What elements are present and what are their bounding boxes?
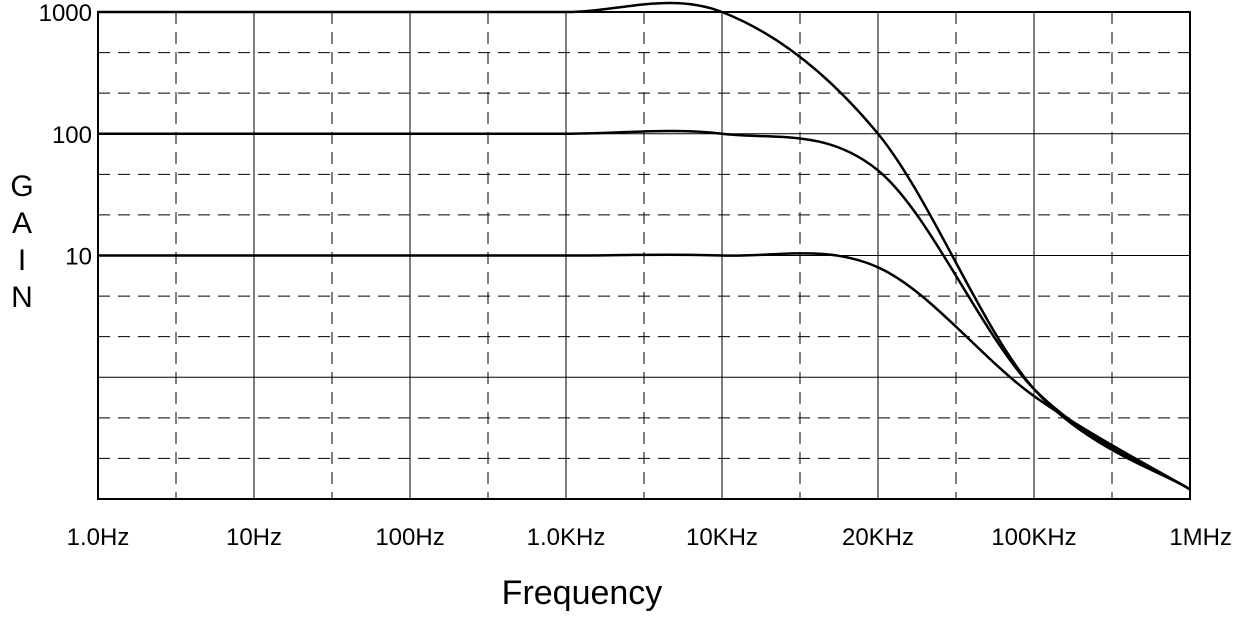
- x-tick-label: 1.0Hz: [67, 524, 130, 551]
- x-axis-label: Frequency: [502, 574, 663, 612]
- series-line-2: [98, 129, 1191, 491]
- plot-frame: [97, 11, 1191, 500]
- y-tick-label: 1000: [39, 0, 92, 27]
- x-tick-label: 1.0KHz: [527, 524, 606, 551]
- y-axis-label-letter: G: [10, 170, 33, 203]
- y-tick-label: 100: [52, 122, 92, 149]
- y-axis-label-letter: N: [11, 281, 33, 314]
- series-line-3: [98, 252, 1191, 491]
- y-axis-label-letter: I: [18, 244, 26, 277]
- x-tick-labels: 1.0Hz 10Hz 100Hz 1.0KHz 10KHz 20KHz 100KHz 1MHz: [67, 524, 1232, 551]
- x-tick-label: 100Hz: [375, 524, 444, 551]
- x-tick-label: 20KHz: [842, 524, 914, 551]
- y-tick-labels: 1000 100 10: [39, 0, 92, 271]
- x-tick-label: 100KHz: [991, 524, 1076, 551]
- x-tick-label: 10KHz: [686, 524, 758, 551]
- x-tick-label: 1MHz: [1169, 524, 1232, 551]
- y-tick-label: 10: [65, 244, 92, 271]
- y-axis-label-letter: A: [12, 207, 32, 240]
- x-tick-label: 10Hz: [226, 524, 282, 551]
